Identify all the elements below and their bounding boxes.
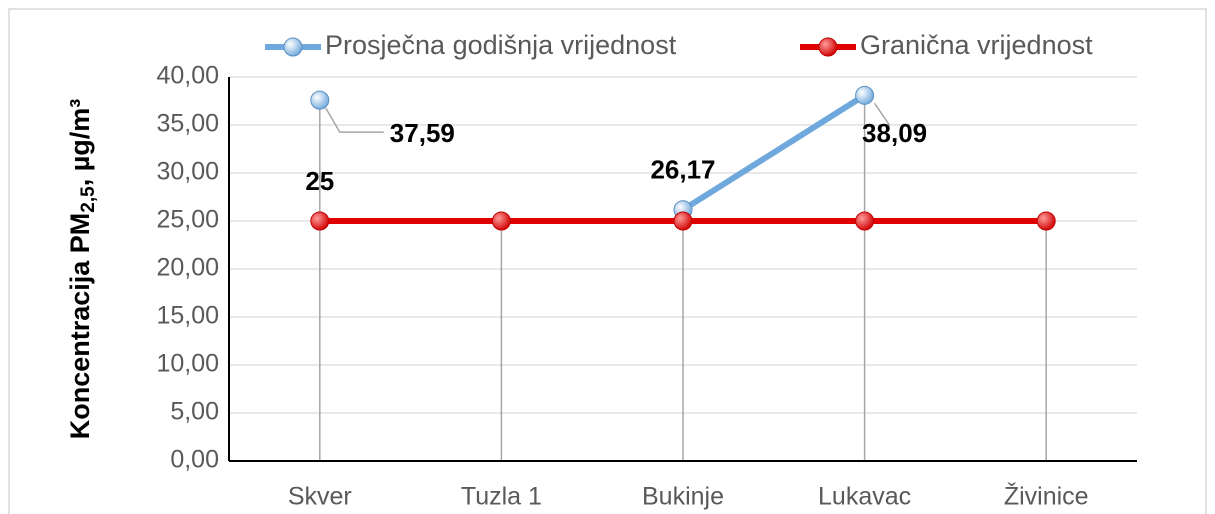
series-line <box>681 92 867 213</box>
legend-label: Granična vrijednost <box>860 30 1093 60</box>
y-tick-label: 0,00 <box>170 446 219 474</box>
y-tick-label: 30,00 <box>156 158 219 186</box>
y-tick-label: 10,00 <box>156 350 219 378</box>
marker <box>673 211 693 231</box>
y-tick-label: 15,00 <box>156 302 219 330</box>
marker <box>491 211 511 231</box>
data-label: 26,17 <box>650 155 715 185</box>
y-tick-label: 35,00 <box>156 110 219 138</box>
x-tick-label: Živinice <box>1004 482 1089 511</box>
data-label: 37,59 <box>390 118 455 148</box>
legend-marker <box>818 37 838 57</box>
x-tick-label: Lukavac <box>818 483 911 511</box>
leader-line <box>873 102 891 126</box>
y-axis-label: Koncentracija PM2,5, µg/m³ <box>65 99 99 440</box>
x-tick-label: Tuzla 1 <box>461 483 542 511</box>
leader-line <box>325 107 384 133</box>
frame <box>8 8 1207 514</box>
y-tick-label: 40,00 <box>156 62 219 90</box>
y-tick-label: 5,00 <box>170 398 219 426</box>
y-tick-label: 25,00 <box>156 206 219 234</box>
marker <box>310 90 330 110</box>
marker <box>1036 211 1056 231</box>
marker <box>855 211 875 231</box>
marker <box>855 85 875 105</box>
data-label: 38,09 <box>862 118 927 148</box>
legend-marker <box>283 37 303 57</box>
y-tick-label: 20,00 <box>156 254 219 282</box>
x-tick-label: Skver <box>288 483 352 511</box>
x-tick-label: Bukinje <box>642 483 724 511</box>
marker <box>310 211 330 231</box>
legend-label: Prosječna godišnja vrijednost <box>325 30 677 60</box>
data-label: 25 <box>305 166 334 196</box>
